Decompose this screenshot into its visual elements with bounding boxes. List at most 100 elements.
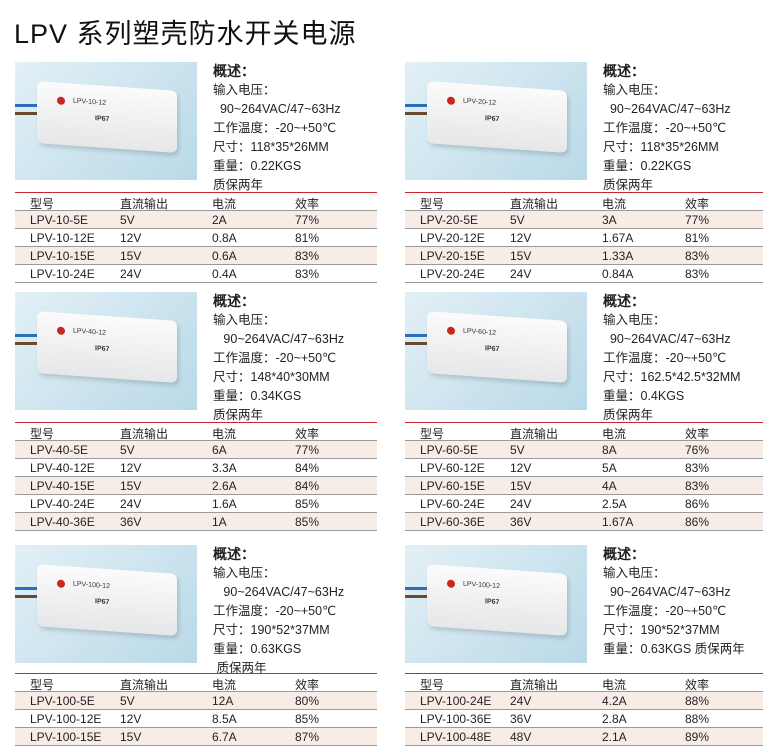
table-cell: LPV-10-5E bbox=[30, 213, 89, 227]
column-header: 效率 bbox=[685, 197, 710, 211]
table-row: LPV-100-36E 36V 2.8A 88% bbox=[405, 710, 763, 728]
table-cell: 83% bbox=[295, 249, 320, 263]
table-cell: 12V bbox=[510, 461, 532, 475]
table-cell: 24V bbox=[510, 267, 532, 281]
spec-line: 尺寸：190*52*37MM bbox=[603, 623, 720, 637]
table-cell: LPV-60-15E bbox=[420, 479, 485, 493]
table-cell: 88% bbox=[685, 694, 710, 708]
table-cell: 1.67A bbox=[602, 231, 634, 245]
overview-heading: 概述： bbox=[213, 63, 255, 79]
table-cell: 12V bbox=[120, 461, 142, 475]
page-title: LPV 系列塑壳防水开关电源 bbox=[14, 19, 357, 49]
column-header: 效率 bbox=[685, 427, 710, 441]
power-supply-case: LPV-20-12 IP67 bbox=[427, 81, 567, 153]
table-row: LPV-100-5E 5V 12A 80% bbox=[15, 692, 377, 710]
table-cell: 6.7A bbox=[212, 730, 237, 744]
overview-heading: 概述： bbox=[603, 546, 645, 562]
product-image: LPV-20-12 IP67 bbox=[405, 62, 587, 180]
case-ip-label: IP67 bbox=[485, 598, 500, 607]
product-image: LPV-10-12 IP67 bbox=[15, 62, 197, 180]
table-cell: 2.5A bbox=[602, 497, 627, 511]
table-cell: 5V bbox=[510, 213, 525, 227]
table-cell: 81% bbox=[685, 231, 710, 245]
column-header: 效率 bbox=[295, 427, 320, 441]
wire bbox=[405, 104, 429, 107]
spec-line: 工作温度：-20~+50℃ bbox=[603, 121, 727, 135]
table-cell: 5V bbox=[120, 443, 135, 457]
spec-line: 质保两年 bbox=[213, 661, 267, 675]
spec-table: 型号 直流输出 电流 效率 LPV-40-5E 5V 6A 77% LPV-40-12E 12V 3… bbox=[15, 422, 377, 531]
table-cell: 80% bbox=[295, 694, 320, 708]
table-cell: 1.6A bbox=[212, 497, 237, 511]
column-header: 效率 bbox=[295, 197, 320, 211]
table-cell: 85% bbox=[295, 712, 320, 726]
spec-line: 质保两年 bbox=[213, 178, 264, 192]
power-supply-case: LPV-10-12 IP67 bbox=[37, 81, 177, 153]
table-cell: 77% bbox=[295, 443, 320, 457]
table-cell: 5V bbox=[510, 443, 525, 457]
table-cell: 36V bbox=[510, 515, 532, 529]
case-model-label: LPV-10-12 bbox=[73, 97, 107, 107]
table-cell: 2A bbox=[212, 213, 227, 227]
spec-line: 工作温度：-20~+50℃ bbox=[603, 604, 727, 618]
column-header: 直流输出 bbox=[510, 197, 559, 211]
table-cell: 3.3A bbox=[212, 461, 237, 475]
spec-line: 输入电压： bbox=[603, 83, 666, 97]
table-cell: 0.84A bbox=[602, 267, 634, 281]
spec-table: 型号 直流输出 电流 效率 LPV-100-5E 5V 12A 80% LPV-100-12E 1… bbox=[15, 673, 377, 746]
table-cell: LPV-20-15E bbox=[420, 249, 485, 263]
spec-line: 90~264VAC/47~63Hz bbox=[603, 585, 731, 599]
table-row: LPV-10-12E 12V 0.8A 81% bbox=[15, 229, 377, 247]
wire bbox=[15, 104, 39, 107]
table-cell: 36V bbox=[120, 515, 142, 529]
table-cell: LPV-40-36E bbox=[30, 515, 95, 529]
wire bbox=[405, 342, 429, 345]
wire bbox=[15, 334, 39, 337]
case-model-label: LPV-60-12 bbox=[463, 327, 497, 337]
spec-line: 输入电压： bbox=[213, 566, 276, 580]
case-ip-label: IP67 bbox=[95, 345, 110, 354]
wire bbox=[15, 587, 39, 590]
spec-list: 概述： 输入电压： 90~264VAC/47~63Hz 工作温度：-20~+50℃ 尺… bbox=[603, 62, 731, 195]
spec-line: 输入电压： bbox=[603, 566, 666, 580]
table-cell: 81% bbox=[295, 231, 320, 245]
table-row: LPV-20-12E 12V 1.67A 81% bbox=[405, 229, 763, 247]
table-header: 型号 直流输出 电流 效率 bbox=[15, 674, 377, 692]
table-cell: LPV-10-12E bbox=[30, 231, 95, 245]
power-supply-case: LPV-60-12 IP67 bbox=[427, 311, 567, 383]
table-cell: 88% bbox=[685, 712, 710, 726]
table-row: LPV-10-15E 15V 0.6A 83% bbox=[15, 247, 377, 265]
overview-heading: 概述： bbox=[213, 546, 255, 562]
spec-list: 概述： 输入电压： 90~264VAC/47~63Hz 工作温度：-20~+50℃ 尺… bbox=[213, 545, 344, 678]
spec-table: 型号 直流输出 电流 效率 LPV-10-5E 5V 2A 77% LPV-10-12E 12V 0… bbox=[15, 192, 377, 283]
logo-icon bbox=[57, 326, 65, 336]
spec-line: 输入电压： bbox=[213, 83, 276, 97]
spec-line: 重量：0.22KGS bbox=[213, 159, 302, 173]
table-cell: LPV-40-12E bbox=[30, 461, 95, 475]
power-supply-case: LPV-40-12 IP67 bbox=[37, 311, 177, 383]
spec-line: 重量：0.4KGS bbox=[603, 389, 685, 403]
logo-icon bbox=[447, 579, 455, 589]
spec-line: 质保两年 bbox=[603, 408, 654, 422]
table-cell: LPV-10-24E bbox=[30, 267, 95, 281]
table-cell: 0.8A bbox=[212, 231, 237, 245]
table-cell: 5V bbox=[120, 694, 135, 708]
table-cell: 0.6A bbox=[212, 249, 237, 263]
logo-icon bbox=[57, 579, 65, 589]
spec-line: 90~264VAC/47~63Hz bbox=[603, 332, 731, 346]
table-cell: LPV-60-36E bbox=[420, 515, 485, 529]
logo-icon bbox=[447, 326, 455, 336]
spec-table: 型号 直流输出 电流 效率 LPV-100-24E 24V 4.2A 88% LPV-100-3… bbox=[405, 673, 763, 746]
column-header: 型号 bbox=[30, 427, 55, 441]
case-ip-label: IP67 bbox=[485, 345, 500, 354]
table-row: LPV-100-12E 12V 8.5A 85% bbox=[15, 710, 377, 728]
spec-line: 90~264VAC/47~63Hz bbox=[213, 585, 345, 599]
table-cell: 89% bbox=[685, 730, 710, 744]
table-cell: 87% bbox=[295, 730, 320, 744]
column-header: 直流输出 bbox=[120, 427, 169, 441]
table-cell: 77% bbox=[685, 213, 710, 227]
table-cell: 77% bbox=[295, 213, 320, 227]
logo-icon bbox=[447, 96, 455, 106]
table-cell: 83% bbox=[685, 267, 710, 281]
overview-heading: 概述： bbox=[213, 293, 255, 309]
